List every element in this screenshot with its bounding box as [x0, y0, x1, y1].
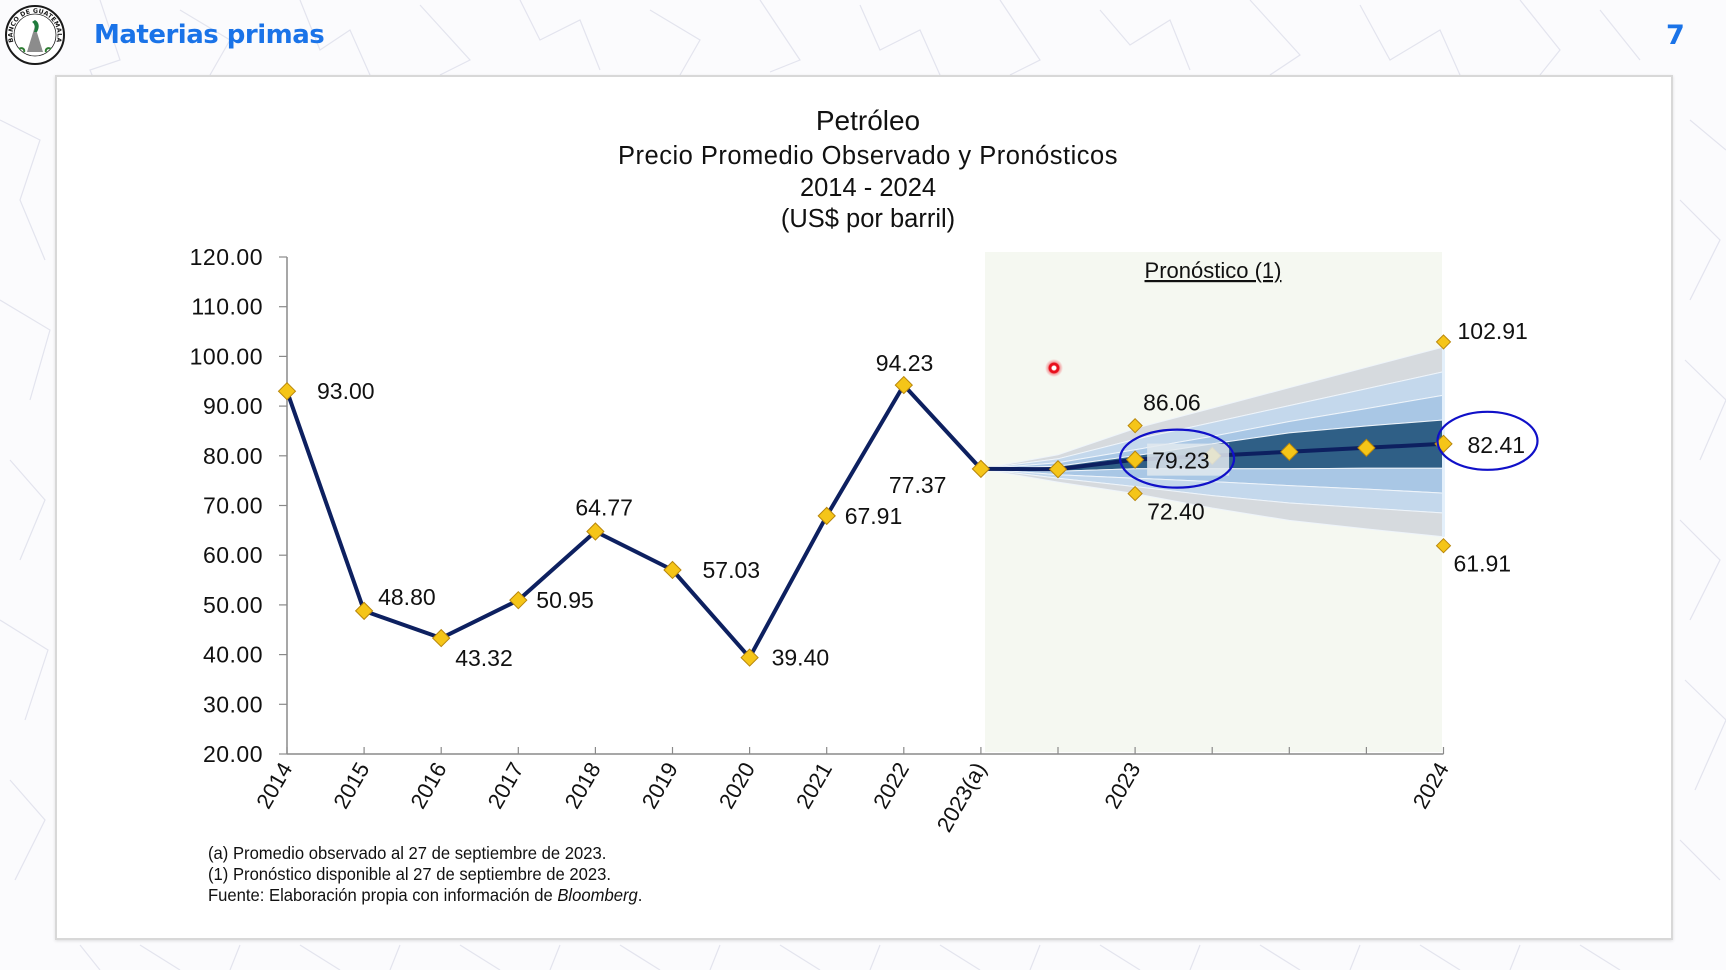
y-tick-label: 80.00 [203, 443, 263, 469]
observed-value-label: 57.03 [703, 557, 761, 583]
upper-bound-label: 86.06 [1143, 390, 1201, 416]
y-tick-label: 120.00 [190, 244, 263, 270]
page-number: 7 [1666, 20, 1685, 51]
observed-point-marker [894, 375, 914, 395]
note-1: (1) Pronóstico disponible al 27 de septi… [208, 864, 611, 884]
observed-point-marker [663, 560, 682, 580]
chart-notes: (a) Promedio observado al 27 de septiemb… [208, 843, 642, 906]
observed-value-label: 64.77 [575, 494, 633, 520]
lower-bound-marker [1127, 485, 1143, 502]
y-tick-label: 60.00 [203, 542, 263, 568]
observed-value-label: 48.80 [378, 584, 436, 610]
observed-point-marker [817, 506, 836, 526]
observed-value-label: 77.37 [889, 472, 947, 498]
observed-point-marker [509, 590, 528, 610]
source-suffix: . [637, 885, 643, 905]
observed-value-label: 39.40 [772, 645, 830, 671]
data-labels: 93.00 48.80 43.32 50.95 64.77 57.03 39.40 67.91… [317, 318, 1528, 671]
observed-point-marker [740, 648, 759, 667]
upper-bound-marker [1127, 417, 1143, 434]
chart-subtitle-1: Precio Promedio Observado y Pronósticos [618, 142, 1118, 170]
source-name: Bloomberg [557, 885, 638, 905]
forecast-label-background [1147, 443, 1230, 476]
y-tick-label: 50.00 [203, 592, 263, 618]
x-tick-label: 2020 [714, 758, 760, 813]
highlight-circle-2024 [1436, 410, 1539, 471]
observed-point-marker [354, 601, 374, 621]
x-tick-label: 2016 [405, 758, 451, 813]
forecast-point-marker [1357, 438, 1376, 458]
observed-price-line [285, 383, 983, 660]
y-tick-label: 40.00 [203, 642, 263, 668]
forecast-2024-value-label: 82.41 [1468, 432, 1526, 458]
observed-value-label: 43.32 [455, 645, 513, 671]
observed-point-marker [277, 381, 297, 401]
x-tick-label: 2023(a) [932, 758, 992, 836]
observed-value-label: 94.23 [876, 350, 934, 376]
forecast-point-marker [1048, 460, 1068, 479]
observed-value-label: 50.95 [536, 587, 594, 613]
chart-subtitle-2: 2014 - 2024 [800, 174, 936, 202]
lower-bound-label: 72.40 [1147, 499, 1205, 525]
y-tick-label: 20.00 [203, 741, 263, 767]
y-tick-label: 110.00 [191, 294, 263, 320]
note-a: (a) Promedio observado al 27 de septiemb… [208, 843, 607, 863]
x-tick-label: 2022 [868, 758, 914, 813]
highlight-circle-2023 [1118, 428, 1236, 489]
observed-point-marker [971, 459, 991, 479]
lower-bound-label: 61.91 [1454, 551, 1512, 577]
x-tick-label: 2017 [483, 758, 529, 813]
forecast-point-marker [1280, 442, 1299, 462]
source-note: Fuente: Elaboración propia con informaci… [208, 885, 642, 906]
laser-pointer-dot [1045, 359, 1063, 377]
x-tick-label: 2021 [791, 758, 837, 813]
lower-bound-marker [1435, 537, 1452, 554]
x-tick-label: 2015 [328, 758, 374, 813]
upper-bound-marker [1435, 334, 1452, 350]
upper-bound-label: 102.91 [1458, 318, 1528, 344]
observed-value-label: 67.91 [845, 503, 903, 529]
forecast-region-label: Pronóstico (1) [1145, 258, 1282, 283]
y-tick-label: 30.00 [203, 691, 263, 717]
observed-point-marker [431, 628, 451, 648]
x-tick-label: 2018 [560, 758, 606, 813]
x-tick-label: 2019 [637, 758, 683, 813]
y-tick-label: 100.00 [190, 343, 263, 369]
observed-value-label: 93.00 [317, 378, 375, 404]
forecast-point-marker [1125, 450, 1145, 469]
forecast-2023-value-label: 79.23 [1152, 448, 1210, 474]
highlight-ellipses [1118, 410, 1539, 489]
x-tick-label: 2023 [1099, 758, 1145, 813]
chart-subtitle-3: (US$ por barril) [781, 205, 955, 233]
chart-title: Petróleo [816, 105, 920, 136]
x-tick-label: 2024 [1408, 758, 1454, 813]
banco-de-guatemala-logo: BANCO DE GUATEMALA [4, 4, 66, 66]
observed-point-marker [586, 522, 605, 541]
source-prefix: Fuente: Elaboración propia con informaci… [208, 885, 558, 905]
y-tick-label: 70.00 [203, 493, 263, 519]
slide-title: Materias primas [94, 20, 325, 50]
y-tick-label: 90.00 [203, 393, 263, 419]
